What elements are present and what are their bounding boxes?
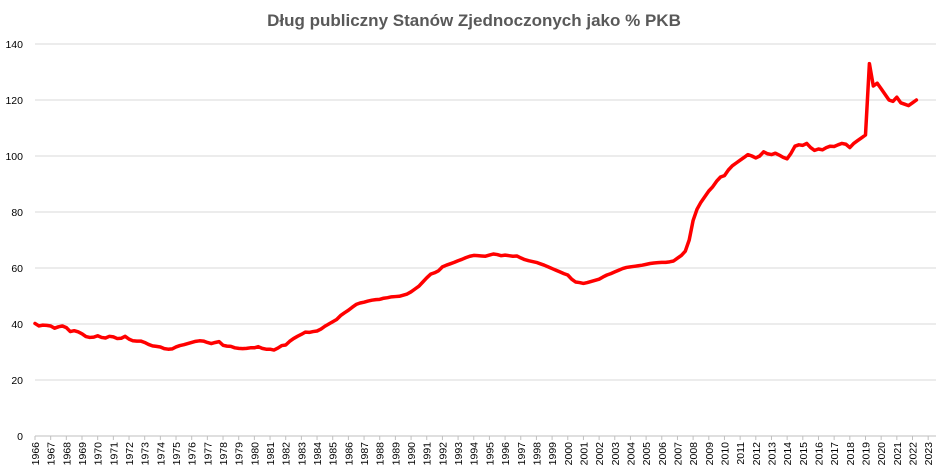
x-tick-label: 2007 xyxy=(672,442,684,466)
x-tick-label: 1989 xyxy=(390,442,402,466)
y-tick-label: 40 xyxy=(11,319,23,331)
x-tick-label: 1969 xyxy=(77,442,89,466)
y-tick-label: 0 xyxy=(17,431,23,443)
x-tick-label: 1966 xyxy=(30,442,42,466)
x-tick-label: 2021 xyxy=(892,442,904,466)
series-layer xyxy=(33,61,919,352)
y-tick-label: 20 xyxy=(11,375,23,387)
x-tick-label: 2011 xyxy=(735,442,747,465)
x-tick-label: 1987 xyxy=(359,442,371,466)
x-tick-label: 1978 xyxy=(218,442,230,466)
x-tick-label: 2002 xyxy=(594,442,606,466)
x-tick-label: 1983 xyxy=(296,442,308,466)
x-tick-label: 1970 xyxy=(93,442,105,466)
x-tick-label: 1986 xyxy=(343,442,355,466)
x-tick-label: 1996 xyxy=(500,442,512,466)
x-tick-label: 1990 xyxy=(406,442,418,466)
x-tick-label: 2005 xyxy=(641,442,653,466)
series-line-0 xyxy=(33,61,919,352)
x-tick-label: 2017 xyxy=(829,442,841,466)
x-tick-label: 1974 xyxy=(155,442,167,466)
x-tick-label: 2008 xyxy=(688,442,700,466)
x-tick-label: 2012 xyxy=(751,442,763,466)
x-tick-label: 2001 xyxy=(578,442,590,466)
y-axis-ticks: 0 20 40 60 80 100 120 140 xyxy=(5,39,23,443)
x-tick-label: 1998 xyxy=(531,442,543,466)
y-tick-label: 100 xyxy=(5,151,23,163)
x-tick-label: 1971 xyxy=(108,442,120,466)
x-tick-label: 2016 xyxy=(813,442,825,466)
y-tick-label: 140 xyxy=(5,39,23,51)
x-tick-label: 2013 xyxy=(766,442,778,466)
x-tick-label: 2019 xyxy=(860,442,872,466)
x-tick-label: 1991 xyxy=(422,442,434,466)
x-tick-label: 1975 xyxy=(171,442,183,466)
x-tick-label: 1967 xyxy=(46,442,58,466)
x-tick-label: 2023 xyxy=(923,442,935,466)
x-tick-label: 1981 xyxy=(265,442,277,466)
x-tick-label: 1972 xyxy=(124,442,136,466)
x-tick-label: 1993 xyxy=(453,442,465,466)
x-tick-label: 2000 xyxy=(563,442,575,466)
x-tick-label: 1984 xyxy=(312,442,324,466)
x-tick-label: 2022 xyxy=(907,442,919,466)
x-tick-label: 2009 xyxy=(704,442,716,466)
x-tick-label: 1997 xyxy=(516,442,528,466)
x-tick-label: 1982 xyxy=(281,442,293,466)
grid-lines xyxy=(35,43,936,437)
x-tick-label: 1976 xyxy=(187,442,199,466)
x-tick-label: 2006 xyxy=(657,442,669,466)
x-tick-label: 1979 xyxy=(234,442,246,466)
x-tick-label: 1968 xyxy=(61,442,73,466)
x-tick-label: 2003 xyxy=(610,442,622,466)
y-tick-label: 60 xyxy=(11,263,23,275)
x-tick-label: 1977 xyxy=(202,442,214,466)
x-tick-label: 2020 xyxy=(876,442,888,466)
x-tick-label: 2015 xyxy=(798,442,810,466)
x-tick-label: 1988 xyxy=(375,442,387,466)
x-tick-label: 1973 xyxy=(140,442,152,466)
x-tick-label: 1994 xyxy=(469,442,481,466)
x-tick-label: 1995 xyxy=(484,442,496,466)
x-tick-label: 1992 xyxy=(437,442,449,466)
x-tick-label: 2004 xyxy=(625,442,637,466)
y-tick-label: 80 xyxy=(11,207,23,219)
x-tick-label: 2010 xyxy=(719,442,731,466)
x-tick-label: 2018 xyxy=(845,442,857,466)
x-tick-label: 1980 xyxy=(249,442,261,466)
x-axis-ticks: 1966 1967 1968 1969 1970 1971 1972 1973 1974 1975… xyxy=(30,436,935,465)
y-tick-label: 120 xyxy=(5,95,23,107)
x-tick-label: 1985 xyxy=(328,442,340,466)
chart-title: Dług publiczny Stanów Zjednoczonych jako… xyxy=(267,11,681,30)
x-tick-label: 2014 xyxy=(782,442,794,466)
x-tick-label: 1999 xyxy=(547,442,559,466)
